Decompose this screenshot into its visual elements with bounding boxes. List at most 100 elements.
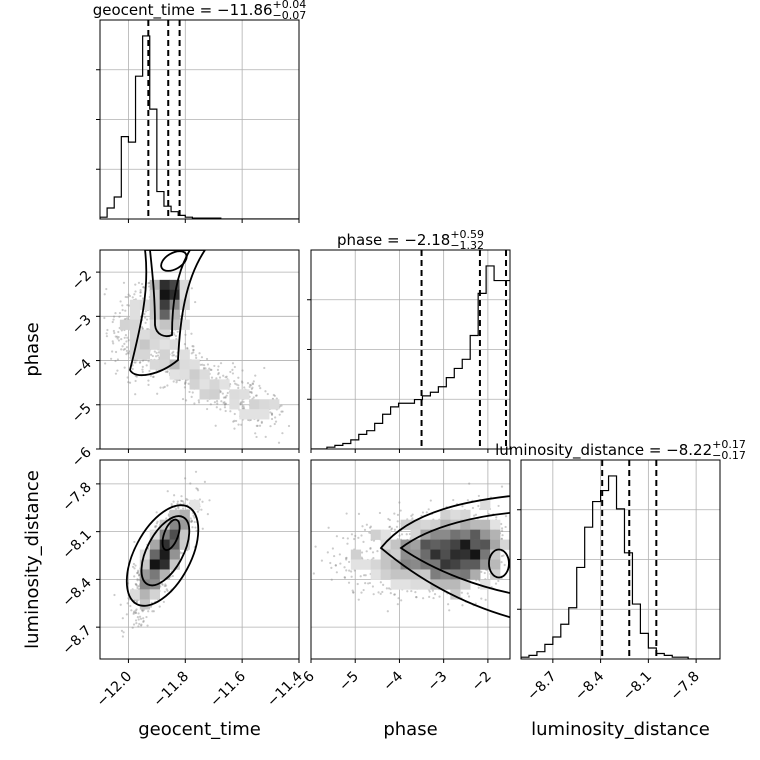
sample-point bbox=[193, 516, 196, 519]
xtick-label-phase-4: −2 bbox=[469, 669, 495, 695]
sample-point bbox=[269, 425, 272, 428]
sample-point bbox=[345, 569, 348, 572]
sample-point bbox=[181, 397, 185, 401]
sample-point bbox=[233, 365, 236, 369]
sample-point bbox=[280, 410, 283, 413]
sample-point bbox=[396, 603, 399, 606]
sample-point bbox=[132, 562, 136, 566]
sample-point bbox=[143, 312, 146, 316]
sample-point bbox=[118, 311, 122, 315]
sample-point bbox=[136, 579, 139, 582]
sample-point bbox=[134, 564, 137, 567]
sample-point bbox=[125, 346, 129, 349]
sample-point bbox=[172, 500, 175, 503]
density-cell bbox=[159, 539, 170, 550]
sample-point bbox=[190, 287, 193, 290]
sample-point bbox=[170, 503, 173, 506]
xtick-label-geocent_time-2: −11.6 bbox=[207, 668, 249, 710]
sample-point bbox=[134, 379, 137, 383]
sample-point bbox=[124, 334, 128, 337]
hist-panel-geocent_time bbox=[96, 19, 300, 223]
density-cell bbox=[480, 579, 491, 590]
sample-point bbox=[398, 501, 401, 504]
sample-point bbox=[142, 620, 145, 623]
sample-point bbox=[215, 406, 218, 409]
sample-point bbox=[248, 419, 251, 422]
sample-point bbox=[114, 350, 118, 354]
sample-point bbox=[128, 294, 132, 298]
sample-point bbox=[131, 296, 134, 299]
density-cell bbox=[159, 279, 170, 291]
sample-point bbox=[184, 477, 187, 480]
sample-point bbox=[129, 604, 132, 608]
sample-point bbox=[151, 354, 154, 358]
sample-point bbox=[141, 365, 144, 368]
density-cell bbox=[179, 319, 190, 330]
sample-point bbox=[252, 380, 255, 383]
sample-point bbox=[466, 592, 469, 595]
sample-point bbox=[173, 494, 176, 497]
ytick-label-luminosity_distance-0: −8.7 bbox=[59, 623, 94, 658]
sample-point bbox=[120, 338, 123, 341]
sample-point bbox=[177, 507, 180, 510]
sample-point bbox=[237, 562, 239, 564]
sample-point bbox=[468, 482, 471, 485]
sample-point bbox=[127, 597, 130, 600]
density-cell bbox=[410, 549, 421, 560]
title-value-luminosity_distance: luminosity_distance = −8.22 bbox=[495, 441, 712, 460]
sample-point bbox=[133, 575, 136, 578]
sample-point bbox=[213, 364, 216, 368]
sample-point bbox=[141, 327, 144, 331]
sample-point bbox=[141, 282, 144, 286]
density-cell bbox=[179, 279, 190, 291]
sample-point bbox=[134, 611, 137, 615]
sample-point bbox=[422, 597, 425, 600]
sample-point bbox=[368, 531, 371, 534]
sample-point bbox=[122, 281, 126, 284]
sample-point bbox=[432, 596, 435, 600]
frame-2 bbox=[310, 459, 511, 660]
sample-point bbox=[112, 315, 116, 318]
sample-point bbox=[162, 600, 165, 604]
sample-point bbox=[126, 304, 129, 307]
sample-point bbox=[174, 334, 178, 338]
panel-content-1 bbox=[113, 470, 211, 638]
contour-mid-1 bbox=[140, 515, 191, 587]
sample-point bbox=[410, 514, 413, 518]
density-cell bbox=[360, 559, 371, 570]
sample-point bbox=[192, 348, 195, 352]
sample-point bbox=[215, 377, 218, 380]
sample-point bbox=[477, 494, 480, 498]
xaxis-label-phase: phase bbox=[383, 719, 437, 740]
sample-point bbox=[233, 412, 236, 416]
sample-point bbox=[156, 392, 159, 395]
density-cell bbox=[139, 559, 151, 570]
sample-point bbox=[269, 411, 272, 414]
sample-point bbox=[350, 570, 353, 573]
sample-point bbox=[415, 596, 418, 599]
sample-point bbox=[139, 624, 143, 627]
sample-point bbox=[156, 520, 159, 523]
sample-point bbox=[125, 340, 128, 343]
density-cell bbox=[129, 319, 141, 330]
sample-point bbox=[188, 390, 191, 394]
sample-point bbox=[333, 554, 336, 558]
sample-point bbox=[219, 390, 222, 394]
density-cell bbox=[460, 579, 471, 590]
sample-point bbox=[194, 300, 197, 304]
sample-point bbox=[372, 593, 375, 596]
sample-point bbox=[320, 559, 324, 562]
density-cell bbox=[169, 529, 180, 540]
sample-point bbox=[141, 609, 144, 612]
panel-content-0 bbox=[103, 250, 291, 444]
sample-point bbox=[123, 347, 127, 351]
sample-point bbox=[345, 558, 348, 561]
density-cell bbox=[420, 579, 431, 590]
sample-point bbox=[184, 381, 187, 385]
sample-point bbox=[273, 394, 276, 397]
density-cell bbox=[159, 299, 170, 310]
sample-point bbox=[134, 393, 137, 396]
density-cell bbox=[450, 589, 461, 600]
sample-point bbox=[117, 330, 120, 334]
sample-point bbox=[122, 348, 125, 351]
